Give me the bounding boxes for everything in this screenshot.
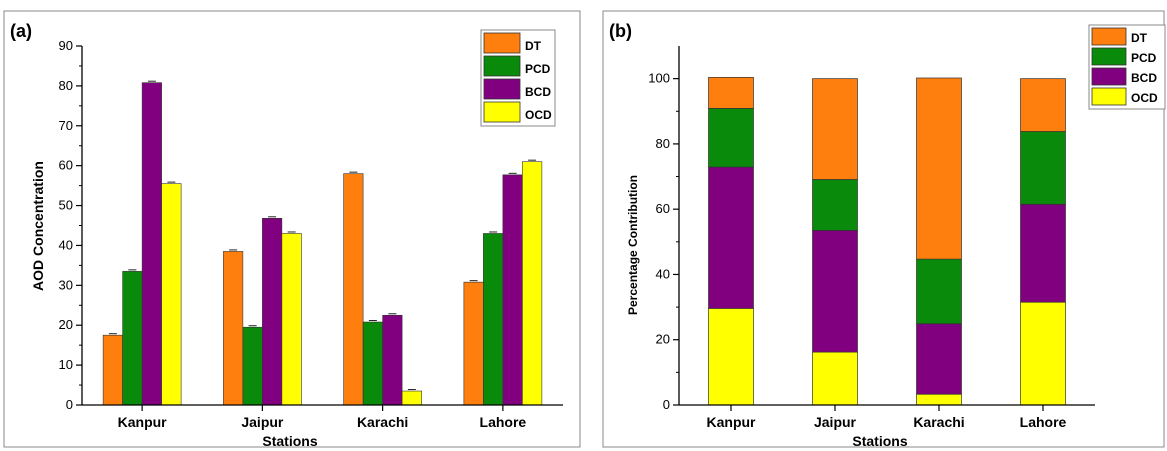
legend-label-pcd: PCD — [525, 62, 551, 76]
panel-b-frame — [602, 10, 1165, 448]
panel-a-bars — [102, 80, 543, 406]
y-tick-label: 20 — [59, 317, 73, 332]
stack-bcd-karachi — [916, 323, 962, 395]
bar-dt-kanpur — [102, 334, 123, 406]
y-tick-label: 60 — [59, 158, 73, 173]
stack-ocd-kanpur — [708, 308, 754, 406]
stack-pcd-jaipur — [812, 179, 858, 231]
panel-b-ylabel: Percentage Contribution — [626, 175, 640, 315]
stack-dt-karachi — [916, 77, 962, 260]
panel-b-label: (b) — [609, 21, 632, 41]
panel-b-legend: DT PCD BCD OCD — [1088, 24, 1166, 110]
x-tick-label-jaipur: Jaipur — [814, 414, 857, 430]
bar-dt-jaipur — [223, 251, 244, 406]
y-tick-label: 80 — [59, 78, 73, 93]
panel-b-xlabel: Stations — [852, 433, 907, 449]
x-tick-label-lahore: Lahore — [1020, 414, 1067, 430]
y-tick-label: 100 — [648, 71, 670, 86]
legend-swatch-dt — [1091, 27, 1127, 46]
stack-bcd-lahore — [1020, 203, 1066, 303]
bar-bcd-karachi — [382, 314, 403, 406]
legend-swatch-pcd — [1091, 47, 1127, 66]
panel-a-axes: 0 10 20 30 40 50 60 70 80 90 Kanpur Jaipur Karachi La… — [59, 38, 563, 430]
y-tick-label: 10 — [59, 357, 73, 372]
legend-label-ocd: OCD — [1131, 91, 1158, 105]
bar-pcd-lahore — [483, 233, 504, 406]
panel-a-label: (a) — [10, 21, 32, 41]
panel-b-chart: (b) Percentage Contribution Stations 0 20… — [602, 10, 1166, 449]
stack-dt-lahore — [1020, 78, 1066, 132]
bar-bcd-kanpur — [141, 82, 162, 406]
y-tick-label: 50 — [59, 198, 73, 213]
bar-dt-lahore — [463, 281, 484, 406]
legend-label-bcd: BCD — [525, 85, 551, 99]
bar-ocd-kanpur — [161, 183, 182, 406]
bar-dt-karachi — [343, 173, 364, 406]
panel-b-bars — [708, 76, 1066, 406]
stack-ocd-lahore — [1020, 301, 1066, 406]
legend-swatch-bcd — [483, 78, 521, 100]
y-tick-label: 30 — [59, 277, 73, 292]
bar-pcd-jaipur — [242, 326, 263, 406]
x-tick-label-lahore: Lahore — [480, 414, 527, 430]
bar-bcd-jaipur — [262, 218, 283, 406]
bar-ocd-jaipur — [281, 233, 302, 406]
stack-pcd-karachi — [916, 258, 962, 325]
y-tick-label: 40 — [59, 237, 73, 252]
legend-swatch-bcd — [1091, 67, 1127, 86]
x-tick-label-karachi: Karachi — [357, 414, 408, 430]
panel-a-ylabel: AOD Concentration — [30, 161, 46, 291]
legend-label-bcd: BCD — [1131, 71, 1157, 85]
stack-ocd-jaipur — [812, 351, 858, 406]
legend-label-ocd: OCD — [525, 108, 552, 122]
bar-ocd-karachi — [401, 390, 422, 406]
y-tick-label: 0 — [66, 397, 73, 412]
bar-pcd-kanpur — [122, 271, 143, 406]
y-tick-label: 60 — [656, 201, 670, 216]
y-tick-label: 20 — [656, 332, 670, 347]
stack-pcd-kanpur — [708, 107, 754, 168]
panel-a-chart: (a) AOD Concentration Stations 0 10 20 30 40… — [3, 10, 581, 449]
stack-ocd-karachi — [916, 393, 962, 406]
y-tick-label: 40 — [656, 266, 670, 281]
legend-label-dt: DT — [1131, 31, 1148, 45]
legend-swatch-ocd — [483, 101, 521, 123]
panel-a-legend: DT PCD BCD OCD — [480, 29, 556, 127]
y-tick-label: 70 — [59, 118, 73, 133]
stack-pcd-lahore — [1020, 131, 1066, 205]
x-tick-label-jaipur: Jaipur — [241, 414, 284, 430]
bar-ocd-lahore — [522, 161, 543, 406]
stack-dt-kanpur — [708, 76, 754, 109]
y-tick-label: 0 — [663, 397, 670, 412]
legend-swatch-pcd — [483, 55, 521, 77]
bar-bcd-lahore — [502, 174, 523, 406]
stack-bcd-jaipur — [812, 230, 858, 353]
x-tick-label-kanpur: Kanpur — [118, 414, 168, 430]
legend-swatch-ocd — [1091, 87, 1127, 106]
legend-label-pcd: PCD — [1131, 51, 1157, 65]
stack-bcd-kanpur — [708, 166, 754, 309]
x-tick-label-karachi: Karachi — [913, 414, 964, 430]
stack-dt-jaipur — [812, 78, 858, 180]
y-tick-label: 90 — [59, 38, 73, 53]
bar-pcd-karachi — [362, 321, 383, 406]
panel-b-axes: 0 20 40 60 80 100 Kanpur Jaipur Karachi Lahore — [648, 46, 1095, 430]
y-tick-label: 80 — [656, 136, 670, 151]
x-tick-label-kanpur: Kanpur — [707, 414, 757, 430]
panel-a-xlabel: Stations — [262, 433, 317, 449]
panel-a-frame — [3, 10, 581, 448]
legend-swatch-dt — [483, 32, 521, 54]
legend-label-dt: DT — [525, 39, 542, 53]
